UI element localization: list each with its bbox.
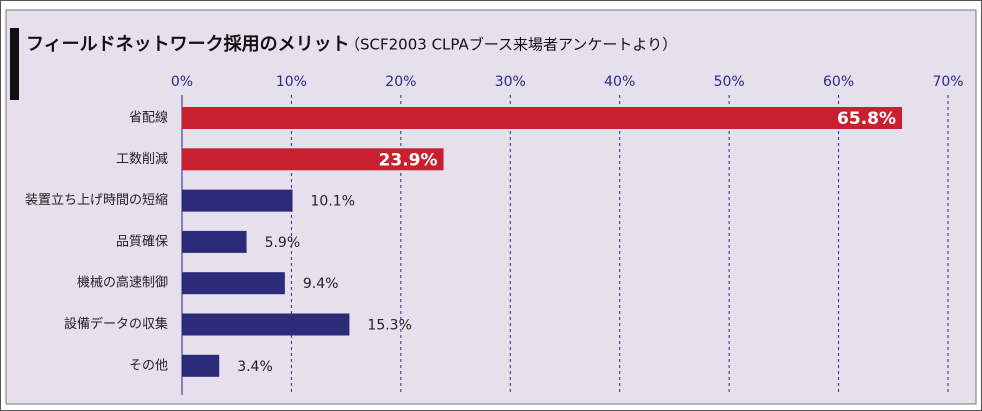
x-tick-label: 20% <box>385 74 416 90</box>
bar <box>182 148 444 171</box>
bar <box>182 107 903 129</box>
x-tick-label: 0% <box>171 74 193 90</box>
x-tick-label: 30% <box>495 74 526 90</box>
bar <box>182 230 247 253</box>
y-tick-label: 装置立ち上げ時間の短縮 <box>25 192 168 208</box>
y-tick-label: 機械の高速制御 <box>77 275 168 291</box>
x-tick-label: 70% <box>932 74 963 90</box>
y-tick-label: 品質確保 <box>116 233 168 249</box>
y-tick-label: 設備データの収集 <box>64 316 168 332</box>
bar <box>182 272 285 295</box>
x-tick-label: 40% <box>604 74 635 90</box>
value-label: 23.9% <box>379 150 438 170</box>
y-tick-label: 省配線 <box>129 110 168 126</box>
x-tick-label: 10% <box>276 74 307 90</box>
chart-title: フィールドネットワーク採用のメリット <box>26 33 350 55</box>
bar <box>182 313 350 336</box>
bar <box>182 354 220 377</box>
value-label: 65.8% <box>837 109 896 129</box>
value-label: 5.9% <box>265 235 301 251</box>
value-label: 9.4% <box>303 276 339 292</box>
value-label: 10.1% <box>311 194 355 210</box>
x-tick-label: 50% <box>714 74 745 90</box>
value-label: 3.4% <box>237 359 273 375</box>
chart-subtitle: （SCF2003 CLPAブース来場者アンケートより） <box>345 36 677 54</box>
panel <box>5 9 977 405</box>
y-tick-label: その他 <box>129 358 168 373</box>
value-label: 15.3% <box>367 318 411 334</box>
x-tick-label: 60% <box>823 74 854 90</box>
y-tick-label: 工数削減 <box>116 151 168 167</box>
title-accent <box>10 28 19 100</box>
bar <box>182 189 293 212</box>
